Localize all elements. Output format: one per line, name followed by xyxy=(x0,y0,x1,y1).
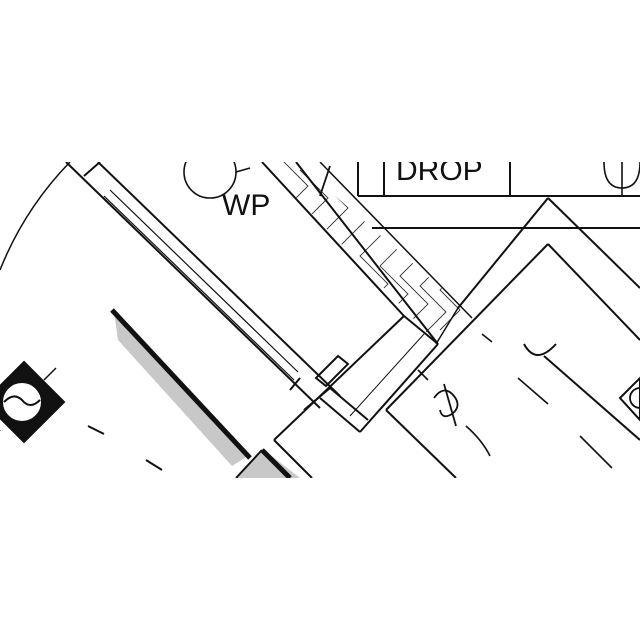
wall-junction xyxy=(273,315,439,478)
drop-box xyxy=(357,162,640,229)
shaded-counter xyxy=(110,308,300,478)
wp-label: WP xyxy=(222,189,270,222)
curved-fixture xyxy=(523,343,640,441)
drop-label: DROP xyxy=(396,154,483,187)
switch-symbol xyxy=(417,369,491,457)
dashed-line-right xyxy=(481,333,613,469)
angled-wall-window xyxy=(65,162,341,409)
dashed-line xyxy=(87,425,163,471)
wp-outlet-symbol xyxy=(183,162,251,199)
appliance-symbol xyxy=(0,360,66,444)
door-swing-arc xyxy=(0,162,71,271)
door-jamb xyxy=(314,354,350,388)
angled-wall-right xyxy=(385,197,640,478)
fixture-symbol xyxy=(603,162,640,196)
partial-symbol-right xyxy=(618,376,640,422)
